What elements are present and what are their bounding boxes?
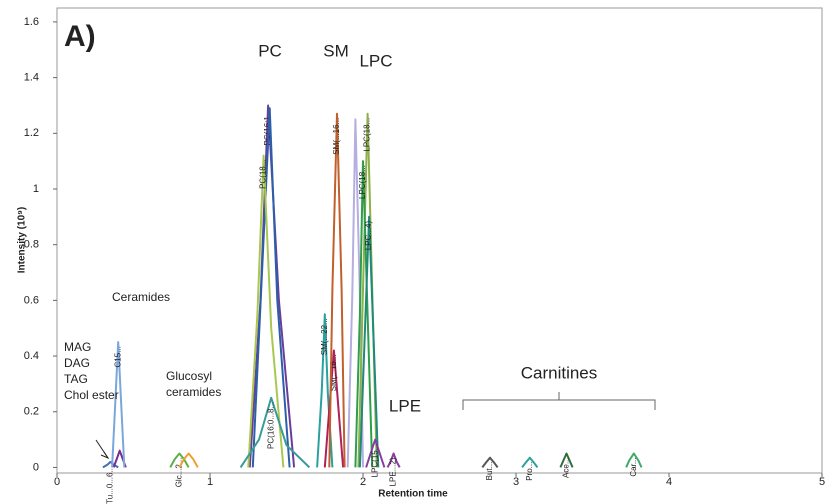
x-tick-label: 4: [666, 476, 672, 488]
y-tick-label: 0.8: [24, 239, 39, 251]
peak-label: PC(16:1...: [263, 109, 272, 145]
peak-line: [559, 452, 574, 468]
peak-line: [247, 154, 285, 468]
annotation: MAG: [64, 340, 91, 354]
peak-line: [354, 160, 374, 468]
y-tick-label: 0.2: [24, 406, 39, 418]
plot-frame: [56, 7, 823, 474]
peak-line: [169, 452, 190, 468]
peak-label: LPC(15...: [370, 444, 379, 478]
y-tick-label: 0.4: [24, 350, 39, 362]
peak-label: SM(...22...: [320, 318, 329, 355]
annotation: DAG: [64, 356, 90, 370]
peak-line: [365, 438, 386, 468]
peak-label: C15...: [113, 346, 122, 367]
peak-label: Tu...0...6...: [106, 466, 115, 504]
annotation: LPE: [389, 396, 421, 415]
peak-line: [328, 112, 346, 468]
peak-label: LPE...2): [389, 457, 398, 486]
peak-line: [251, 107, 291, 468]
y-tick-label: 1.4: [24, 72, 39, 84]
y-tick-label: 1.6: [24, 16, 39, 28]
y-tick-label: 0.6: [24, 294, 39, 306]
annotation: Glucosyl: [166, 369, 212, 383]
peak-label: PC(18...: [259, 160, 268, 189]
peak-line: [111, 341, 126, 468]
annotation: TAG: [64, 372, 88, 386]
y-tick-label: 1.2: [24, 127, 39, 139]
annotation: Carnitines: [521, 363, 598, 382]
annotation: PC: [258, 41, 282, 60]
arrow-head: [100, 451, 110, 460]
peak-label: LPC...4): [364, 220, 373, 250]
peak-label: SM(...16...: [332, 118, 341, 155]
peak-label: LPC(18...: [363, 118, 372, 152]
annotation: A): [64, 20, 96, 53]
peak-label: Car...: [629, 458, 638, 477]
peak-line: [386, 452, 401, 468]
peak-label: PC(16:0...8...: [266, 402, 275, 449]
y-tick-label: 1: [33, 183, 39, 195]
x-tick-label: 1: [207, 476, 213, 488]
peak-label: SM(...16...: [329, 354, 338, 391]
peak-line: [323, 349, 345, 468]
peak-line: [481, 456, 499, 469]
annotation: Chol ester: [64, 388, 119, 402]
peak-label: LPC(18...: [358, 165, 367, 199]
x-tick-label: 0: [54, 476, 60, 488]
x-tick-label: 5: [819, 476, 825, 488]
x-axis-label: Retention time: [378, 489, 448, 500]
peak-line: [248, 104, 296, 468]
peak-label: But...: [485, 462, 494, 481]
x-tick-label: 3: [513, 476, 519, 488]
annotation: ceramides: [166, 385, 221, 399]
peak-line: [358, 215, 380, 468]
peak-line: [521, 456, 539, 469]
peak-line: [178, 452, 199, 468]
y-axis-label: Intensity (10⁹): [17, 207, 28, 273]
peak-line: [625, 452, 643, 468]
peak-label: Pro...: [525, 462, 534, 481]
peak-line: [239, 396, 311, 469]
annotation: Ceramides: [112, 290, 170, 304]
x-tick-label: 2: [360, 476, 366, 488]
y-tick-label: 0: [33, 461, 39, 473]
peak-label: Ace...: [562, 458, 571, 478]
carnitines-bracket: [462, 392, 656, 410]
annotation: SM: [323, 41, 349, 60]
annotation: LPC: [359, 51, 392, 70]
peak-label: Glc...2...: [175, 458, 184, 488]
